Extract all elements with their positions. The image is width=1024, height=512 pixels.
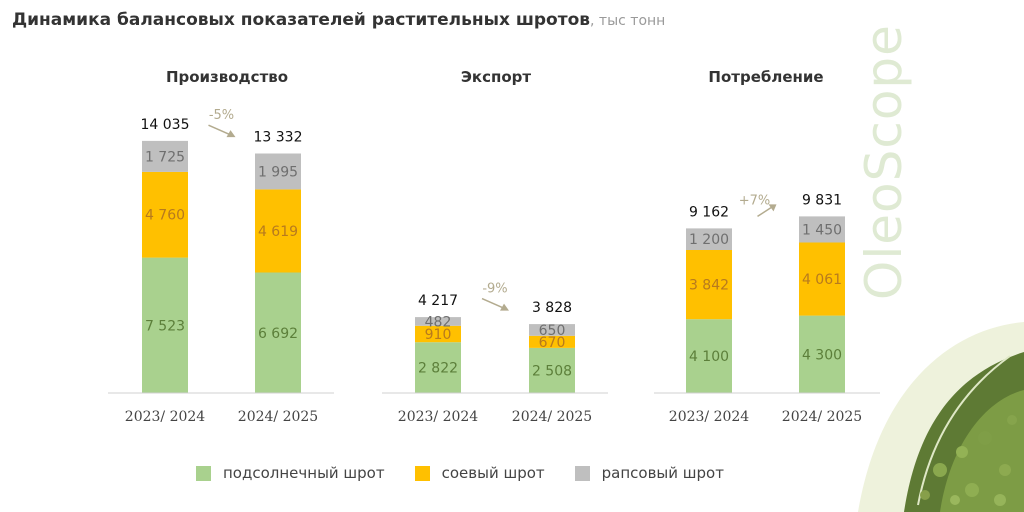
export-bar-2-segment-2 [529, 335, 575, 348]
production-bar-2-total: 13 332 [254, 130, 303, 146]
consumption-bar-2-segment-1-label: 4 300 [802, 347, 842, 363]
export-category-label-1: 2023/ 2024 [398, 409, 479, 425]
export-change-arrowhead [500, 303, 509, 311]
export-bar-2-segment-3 [529, 324, 575, 336]
page-title: Динамика балансовых показателей растител… [12, 10, 665, 30]
export-category-label-2: 2024/ 2025 [512, 409, 592, 425]
production-bar-2-segment-3 [255, 153, 301, 190]
production-bar-1-segment-1-label: 7 523 [145, 318, 185, 334]
export-bar-1-segment-2 [415, 325, 461, 343]
legend-label-rapeseed: рапсовый шрот [601, 464, 724, 482]
export-bar-2-segment-1 [529, 347, 575, 393]
consumption-bar-1-segment-3-label: 1 200 [689, 232, 729, 248]
legend: подсолнечный шрот соевый шрот рапсовый ш… [196, 464, 754, 482]
export-bar-1-segment-1-label: 2 822 [418, 361, 458, 377]
consumption-bar-2-total: 9 831 [802, 192, 842, 208]
consumption-bar-1-segment-1-label: 4 100 [689, 349, 729, 365]
production-change-label: -5% [209, 108, 234, 123]
production-bar-1-segment-3-label: 1 725 [145, 149, 185, 165]
consumption-bar-2-segment-2 [799, 242, 845, 316]
production-bar-2-segment-3-label: 1 995 [258, 164, 298, 180]
consumption-bar-2-segment-1 [799, 315, 845, 393]
consumption-bar-1-total: 9 162 [689, 204, 729, 220]
production-title: Производство [166, 68, 288, 86]
export-bar-1-segment-2-label: 910 [425, 327, 452, 343]
production-bar-2-segment-1 [255, 272, 301, 393]
consumption-bar-1-segment-2 [686, 250, 732, 320]
consumption-category-label-1: 2023/ 2024 [669, 409, 750, 425]
export-bar-2-segment-3-label: 650 [539, 323, 566, 339]
production-category-label-1: 2023/ 2024 [125, 409, 206, 425]
legend-swatch-rapeseed [574, 465, 590, 481]
export-bar-2-segment-1-label: 2 508 [532, 363, 572, 379]
consumption-bar-1-segment-2-label: 3 842 [689, 278, 729, 294]
consumption-bar-2-segment-3 [799, 216, 845, 243]
legend-label-soy: соевый шрот [441, 464, 545, 482]
production-change-arrowhead [226, 130, 236, 138]
legend-swatch-soy [414, 465, 430, 481]
production-bar-1-total: 14 035 [141, 117, 190, 133]
consumption-change-arrowhead [768, 204, 777, 212]
consumption-change-label: +7% [739, 193, 771, 208]
legend-swatch-sunflower [196, 465, 211, 481]
production-bar-1-segment-2 [142, 171, 188, 258]
production-bar-1-segment-3 [142, 140, 188, 172]
consumption-bar-1-segment-1 [686, 319, 732, 393]
consumption-bar-2-segment-2-label: 4 061 [802, 272, 842, 288]
export-bar-2-total: 3 828 [532, 300, 572, 316]
export-change-label: -9% [482, 282, 507, 297]
legend-item-sunflower: подсолнечный шрот [196, 464, 385, 482]
production-bar-1-segment-2-label: 4 760 [145, 208, 185, 224]
production-bar-2-segment-2-label: 4 619 [258, 224, 298, 240]
production-bar-2-segment-1-label: 6 692 [258, 326, 298, 342]
legend-item-rapeseed: рапсовый шрот [574, 464, 724, 482]
pellets-decoration [858, 322, 1024, 512]
export-bar-1-total: 4 217 [418, 293, 458, 309]
production-category-label-2: 2024/ 2025 [238, 409, 318, 425]
production-bar-2-segment-2 [255, 189, 301, 273]
title-main: Динамика балансовых показателей растител… [12, 10, 591, 30]
export-bar-1-segment-3 [415, 317, 461, 326]
title-unit: , тыс тонн [590, 13, 666, 29]
legend-label-sunflower: подсолнечный шрот [223, 464, 385, 482]
consumption-category-label-2: 2024/ 2025 [782, 409, 862, 425]
consumption-title: Потребление [708, 68, 823, 86]
export-bar-2-segment-2-label: 670 [539, 335, 566, 351]
legend-item-soy: соевый шрот [414, 464, 545, 482]
export-bar-1-segment-1 [415, 342, 461, 393]
production-bar-1-segment-1 [142, 257, 188, 393]
export-bar-1-segment-3-label: 482 [425, 315, 452, 331]
consumption-bar-1-segment-3 [686, 228, 732, 250]
export-title: Экспорт [461, 68, 531, 86]
consumption-bar-2-segment-3-label: 1 450 [802, 223, 842, 239]
